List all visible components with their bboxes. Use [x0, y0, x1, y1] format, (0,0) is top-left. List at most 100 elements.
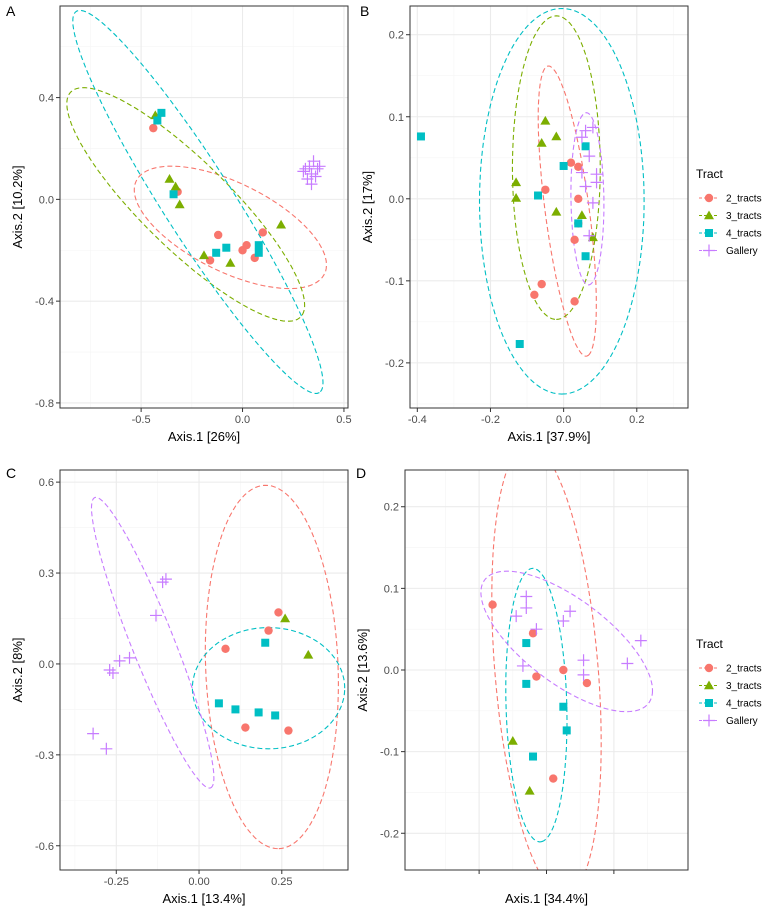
panel-a-point-2-tracts [242, 240, 251, 250]
panel-a-y-tick-label: -0.4 [35, 296, 54, 308]
panel-d-point-gallery [621, 657, 634, 670]
panel-d-plot-content [480, 470, 654, 870]
panel-c-point-3-tracts [280, 613, 291, 623]
panel-d-y-tick-label: 0.1 [384, 583, 399, 595]
panel-c-point-3-tracts [303, 649, 314, 659]
panel-c-ellipse-4-tracts [191, 627, 346, 750]
panel-a-x-tick-label: 0.5 [336, 414, 351, 426]
panel-a-point-3-tracts [199, 250, 209, 260]
panel-c-point-4-tracts [231, 705, 240, 714]
panel-b-plot-area [410, 6, 688, 408]
panel-d-ellipse-gallery [480, 570, 654, 713]
panel-d-legend-key-gallery [703, 714, 715, 727]
panel-b: B -0.4 -0.2 0.0 0.2 -0.2 -0.1 0.0 0.1 0.2 Axis.1 … [360, 3, 762, 444]
panel-a-x-tick-label: 0.0 [235, 414, 250, 426]
panel-d-point-2-tracts [532, 672, 541, 681]
panel-a-plot-area [60, 6, 348, 408]
panel-d: D -0.2 -0.1 0.0 0.1 0.2 Axis.1 [34.4%] Axis.2 … [355, 465, 762, 906]
panel-d-point-gallery [520, 590, 533, 603]
panel-a-point-gallery [313, 160, 326, 173]
panel-a-point-3-tracts [164, 174, 175, 183]
panel-a-point-4-tracts [157, 108, 166, 117]
panel-a-point-3-tracts [170, 181, 181, 191]
panel-a-ellipse-4-tracts [72, 9, 324, 394]
panel-d-border [404, 469, 689, 871]
panel-d-point-2-tracts [559, 665, 568, 675]
panel-b-ellipse-3-tracts [511, 15, 601, 320]
panel-a-ellipse-2-tracts [133, 165, 327, 290]
panel-b-point-4-tracts [559, 161, 568, 170]
panel-b-point-3-tracts [511, 192, 522, 202]
panel-c: C -0.25 0.00 0.25 -0.6 -0.3 0.0 0.3 0.6 Axis.1 [… [6, 465, 349, 906]
panel-d-y-tick-label: -0.2 [380, 828, 399, 840]
panel-b-legend-label-3-tracts: 3_tracts [726, 211, 762, 222]
panel-b-point-gallery [575, 131, 588, 144]
panel-d-point-gallery [557, 615, 570, 628]
panel-c-y-axis-title: Axis.2 [8%] [10, 637, 25, 702]
panel-a-border [59, 5, 349, 409]
panel-d-legend: Tract 2_tracts 3_tracts 4_tracts Gallery [696, 637, 762, 727]
panel-label-d: D [356, 465, 366, 481]
panel-c-point-gallery [87, 727, 100, 740]
panel-c-point-2-tracts [274, 608, 283, 617]
panel-b-point-3-tracts [511, 177, 522, 187]
panel-a-x-axis-title: Axis.1 [26%] [168, 429, 240, 444]
panel-b-point-3-tracts [551, 131, 562, 141]
panel-d-point-gallery [510, 610, 523, 623]
panel-d-y-axis-title: Axis.2 [13.6%] [355, 628, 370, 711]
panel-d-point-2-tracts [528, 629, 538, 638]
panel-a-point-gallery [297, 165, 310, 178]
panel-b-y-tick-label: 0.2 [389, 30, 404, 42]
panel-b-legend-key-gallery [703, 244, 715, 257]
panel-a-point-3-tracts [225, 257, 236, 267]
panel-b-legend-label-2-tracts: 2_tracts [726, 194, 762, 205]
panel-b-point-4-tracts [581, 252, 590, 261]
panel-b-x-tick-label: -0.4 [408, 414, 427, 426]
panel-d-point-4-tracts [522, 679, 531, 688]
panel-a-point-2-tracts [213, 230, 223, 240]
panel-c-y-tick-label: -0.6 [35, 841, 54, 853]
panel-b-point-2-tracts [570, 297, 579, 306]
panel-b-point-gallery [583, 229, 596, 242]
panel-c-point-4-tracts [254, 708, 263, 717]
panel-b-x-axis-title: Axis.1 [37.9%] [507, 429, 590, 444]
panel-b-point-gallery [579, 124, 592, 137]
panel-d-point-gallery [564, 605, 577, 618]
panel-c-point-4-tracts [271, 711, 280, 720]
panel-b-point-gallery [586, 196, 599, 209]
panel-d-point-gallery [516, 659, 529, 672]
panel-c-y-tick-label: 0.6 [39, 477, 54, 489]
panel-d-y-tick-label: -0.1 [380, 747, 399, 759]
panel-c-point-gallery [100, 742, 113, 755]
panel-b-plot-content [416, 7, 645, 395]
panel-a-point-4-tracts [169, 190, 178, 199]
panel-c-border [59, 469, 349, 871]
panel-b-x-tick-label: -0.2 [481, 414, 500, 426]
panel-a-point-gallery [309, 170, 322, 183]
panel-b-legend-label-4-tracts: 4_tracts [726, 229, 762, 240]
panel-a-point-4-tracts [254, 241, 263, 250]
panel-b-legend: Tract 2_tracts 3_tracts 4_tracts Gallery [696, 167, 762, 257]
panel-a-y-axis-title: Axis.2 [10.2%] [10, 165, 25, 248]
panel-a-point-4-tracts [212, 248, 221, 257]
panel-a-point-4-tracts [153, 116, 162, 125]
panel-b-point-4-tracts [515, 340, 524, 349]
panel-b-point-2-tracts [537, 279, 546, 289]
panel-d-y-tick-label: 0.0 [384, 665, 399, 677]
panel-c-y-tick-label: -0.3 [35, 750, 54, 762]
panel-d-legend-key-2-tracts [704, 663, 714, 673]
panel-d-point-4-tracts [529, 752, 538, 761]
panel-a-x-tick-label: -0.5 [132, 414, 151, 426]
panel-b-point-gallery [590, 168, 603, 181]
panel-d-point-2-tracts [549, 774, 558, 783]
panel-d-y-tick-label: 0.2 [384, 502, 399, 514]
panel-b-x-tick-label: 0.2 [629, 414, 644, 426]
panel-c-point-gallery [103, 664, 116, 676]
panel-d-point-4-tracts [559, 702, 568, 711]
panel-a: A -0.5 0.0 0.5 -0.8 -0.4 0.0 0.4 Axis.1 [26%] Ax… [6, 3, 352, 444]
panel-a-point-2-tracts [149, 123, 158, 133]
panel-label-b: B [360, 3, 369, 19]
panel-c-point-2-tracts [241, 723, 250, 732]
panel-b-y-tick-label: -0.1 [385, 276, 404, 288]
panel-a-point-2-tracts [258, 228, 268, 237]
